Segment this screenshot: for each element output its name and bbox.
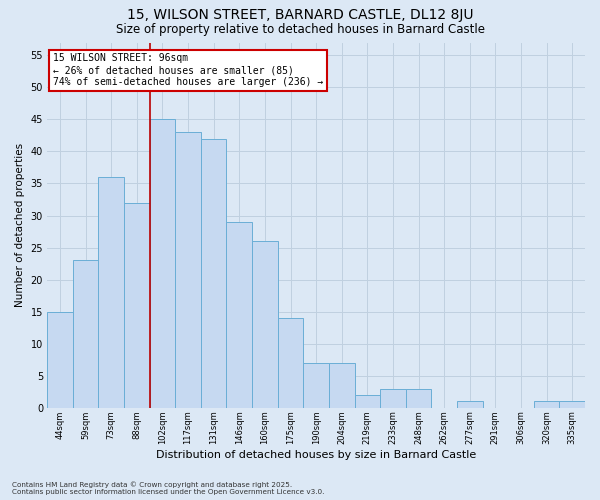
Bar bbox=[329, 363, 355, 408]
Bar bbox=[380, 388, 406, 408]
Bar bbox=[175, 132, 201, 408]
X-axis label: Distribution of detached houses by size in Barnard Castle: Distribution of detached houses by size … bbox=[156, 450, 476, 460]
Bar bbox=[355, 395, 380, 408]
Bar bbox=[149, 120, 175, 408]
Bar bbox=[73, 260, 98, 408]
Bar bbox=[124, 202, 149, 408]
Bar bbox=[559, 402, 585, 408]
Bar bbox=[457, 402, 482, 408]
Bar bbox=[406, 388, 431, 408]
Bar bbox=[201, 138, 226, 408]
Bar bbox=[304, 363, 329, 408]
Y-axis label: Number of detached properties: Number of detached properties bbox=[15, 143, 25, 307]
Text: Contains HM Land Registry data © Crown copyright and database right 2025.
Contai: Contains HM Land Registry data © Crown c… bbox=[12, 482, 325, 495]
Bar bbox=[98, 177, 124, 408]
Bar bbox=[278, 318, 304, 408]
Text: 15, WILSON STREET, BARNARD CASTLE, DL12 8JU: 15, WILSON STREET, BARNARD CASTLE, DL12 … bbox=[127, 8, 473, 22]
Bar bbox=[226, 222, 252, 408]
Bar bbox=[47, 312, 73, 408]
Text: Size of property relative to detached houses in Barnard Castle: Size of property relative to detached ho… bbox=[115, 22, 485, 36]
Bar bbox=[534, 402, 559, 408]
Text: 15 WILSON STREET: 96sqm
← 26% of detached houses are smaller (85)
74% of semi-de: 15 WILSON STREET: 96sqm ← 26% of detache… bbox=[53, 54, 323, 86]
Bar bbox=[252, 241, 278, 408]
